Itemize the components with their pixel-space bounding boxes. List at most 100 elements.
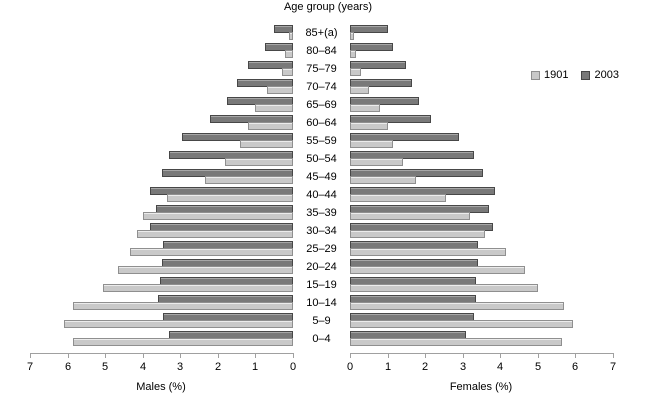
bar-male-2003-80–84 xyxy=(264,43,293,51)
bar-female-1901-15–19 xyxy=(350,284,538,292)
age-group-label: 55–59 xyxy=(306,135,337,147)
bar-female-2003-45–49 xyxy=(350,169,484,177)
age-group-label: 20–24 xyxy=(306,261,337,273)
legend-swatch-1901-icon xyxy=(531,70,540,80)
age-group-label: 65–69 xyxy=(306,99,337,111)
bar-female-1901-60–64 xyxy=(350,122,388,130)
axis-tick-label: 0 xyxy=(289,361,297,373)
bar-female-1901-0–4 xyxy=(350,338,563,346)
legend-label-2003: 2003 xyxy=(594,69,619,81)
bar-female-2003-50–54 xyxy=(350,151,474,159)
axis-tick xyxy=(388,353,389,358)
chart-title: Age group (years) xyxy=(283,1,373,13)
bar-male-1901-0–4 xyxy=(73,338,293,346)
male-axis-line xyxy=(30,353,293,354)
bar-male-1901-85+(a) xyxy=(289,32,293,40)
bar-male-1901-30–34 xyxy=(137,230,293,238)
age-group-label: 60–64 xyxy=(306,117,337,129)
axis-tick-label: 5 xyxy=(534,361,542,373)
bar-female-1901-70–74 xyxy=(350,86,369,94)
age-group-label: 15–19 xyxy=(306,279,337,291)
axis-tick xyxy=(538,353,539,358)
axis-tick xyxy=(500,353,501,358)
bar-female-1901-5–9 xyxy=(350,320,574,328)
bar-female-1901-20–24 xyxy=(350,266,525,274)
bar-male-1901-5–9 xyxy=(63,320,293,328)
bar-male-2003-75–79 xyxy=(247,61,293,69)
bar-female-2003-70–74 xyxy=(350,79,412,87)
axis-tick xyxy=(463,353,464,358)
bar-female-1901-65–69 xyxy=(350,104,381,112)
age-group-label: 5–9 xyxy=(312,315,331,327)
axis-tick-label: 3 xyxy=(459,361,467,373)
bar-male-1901-65–69 xyxy=(255,104,293,112)
age-group-label: 0–4 xyxy=(312,333,331,345)
axis-tick-label: 7 xyxy=(26,361,34,373)
bar-female-1901-45–49 xyxy=(350,176,416,184)
bar-female-1901-10–14 xyxy=(350,302,565,310)
age-group-label: 75–79 xyxy=(306,63,337,75)
age-group-label: 30–34 xyxy=(306,225,337,237)
female-axis-title: Females (%) xyxy=(449,381,513,393)
age-group-label: 45–49 xyxy=(306,171,337,183)
bar-female-1901-80–84 xyxy=(350,50,356,58)
axis-tick xyxy=(350,353,351,358)
legend-swatch-2003-icon xyxy=(581,70,591,80)
axis-tick-label: 7 xyxy=(609,361,617,373)
axis-tick xyxy=(255,353,256,358)
legend: 1901 2003 xyxy=(531,69,619,81)
age-group-label: 40–44 xyxy=(306,189,337,201)
axis-tick-label: 4 xyxy=(496,361,504,373)
bar-female-1901-75–79 xyxy=(350,68,362,76)
male-axis-title: Males (%) xyxy=(136,381,186,393)
axis-tick xyxy=(68,353,69,358)
bar-male-1901-55–59 xyxy=(240,140,293,148)
legend-label-1901: 1901 xyxy=(544,69,569,81)
axis-tick xyxy=(180,353,181,358)
age-group-label: 25–29 xyxy=(306,243,337,255)
bar-female-2003-75–79 xyxy=(350,61,407,69)
bar-female-2003-85+(a) xyxy=(350,25,388,33)
bar-female-2003-55–59 xyxy=(350,133,459,141)
bar-male-1901-15–19 xyxy=(103,284,293,292)
bar-male-2003-85+(a) xyxy=(274,25,293,33)
bar-female-1901-55–59 xyxy=(350,140,394,148)
bar-female-2003-80–84 xyxy=(350,43,394,51)
axis-tick xyxy=(105,353,106,358)
bar-male-2003-55–59 xyxy=(182,133,293,141)
bar-female-1901-25–29 xyxy=(350,248,506,256)
axis-tick-label: 4 xyxy=(139,361,147,373)
bar-female-1901-35–39 xyxy=(350,212,471,220)
bar-male-1901-60–64 xyxy=(247,122,293,130)
age-group-label: 10–14 xyxy=(306,297,337,309)
axis-tick-label: 6 xyxy=(571,361,579,373)
axis-tick xyxy=(293,353,294,358)
bar-male-1901-70–74 xyxy=(266,86,293,94)
bar-male-1901-50–54 xyxy=(225,158,293,166)
bar-female-1901-85+(a) xyxy=(350,32,354,40)
bar-male-1901-40–44 xyxy=(167,194,293,202)
axis-tick-label: 3 xyxy=(176,361,184,373)
axis-tick xyxy=(143,353,144,358)
age-group-label: 80–84 xyxy=(306,45,337,57)
axis-tick-label: 1 xyxy=(384,361,392,373)
bar-male-1901-25–29 xyxy=(129,248,293,256)
bar-male-2003-70–74 xyxy=(236,79,293,87)
axis-tick-label: 0 xyxy=(346,361,354,373)
axis-tick-label: 6 xyxy=(64,361,72,373)
bar-male-1901-10–14 xyxy=(73,302,293,310)
bar-male-1901-20–24 xyxy=(118,266,293,274)
bar-female-1901-30–34 xyxy=(350,230,486,238)
age-group-label: 70–74 xyxy=(306,81,337,93)
axis-tick xyxy=(30,353,31,358)
axis-tick-label: 5 xyxy=(101,361,109,373)
axis-tick xyxy=(575,353,576,358)
bar-female-1901-40–44 xyxy=(350,194,446,202)
female-axis-line xyxy=(350,353,613,354)
bar-male-1901-75–79 xyxy=(281,68,293,76)
age-group-label: 85+(a) xyxy=(305,27,338,39)
bar-male-1901-80–84 xyxy=(285,50,293,58)
bar-male-1901-35–39 xyxy=(142,212,293,220)
bar-female-2003-65–69 xyxy=(350,97,420,105)
